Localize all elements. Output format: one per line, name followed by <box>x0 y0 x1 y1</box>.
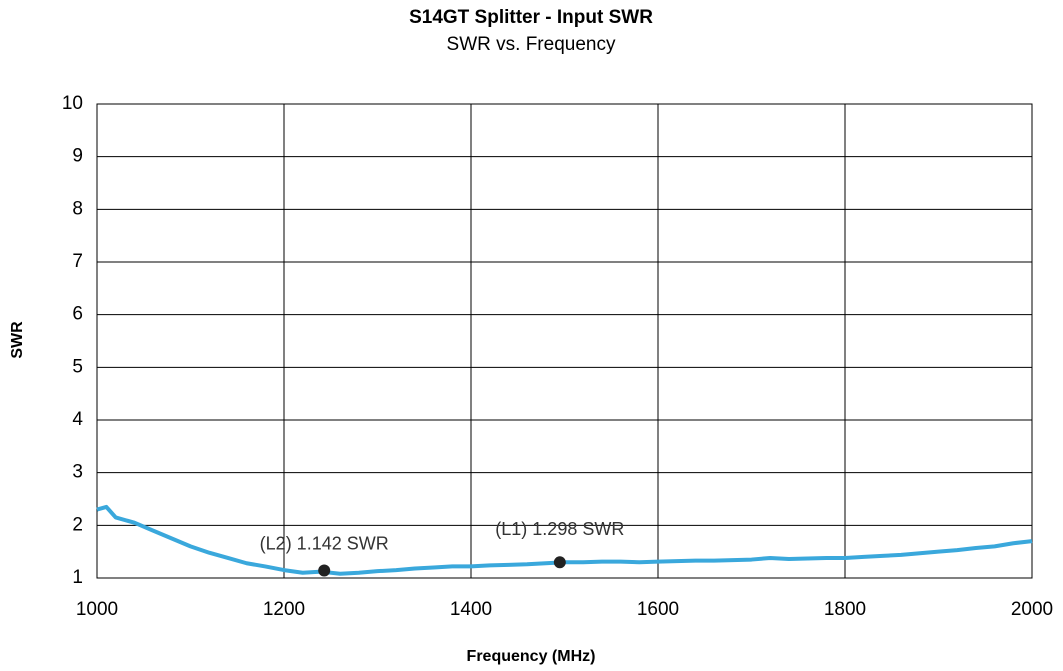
x-tick-label: 1800 <box>824 599 866 620</box>
marker-point <box>553 556 566 569</box>
y-tick-label: 4 <box>72 409 83 430</box>
y-tick-label: 6 <box>72 304 83 325</box>
y-tick-label: 2 <box>72 514 83 535</box>
chart-subtitle: SWR vs. Frequency <box>447 34 616 55</box>
x-tick-label: 1200 <box>263 599 305 620</box>
x-axis-label: Frequency (MHz) <box>467 648 596 665</box>
y-tick-label: 8 <box>72 198 83 219</box>
y-tick-label: 5 <box>72 356 83 377</box>
x-tick-label: 2000 <box>1011 599 1053 620</box>
marker-label: (L2) 1.142 SWR <box>260 533 389 553</box>
y-tick-label: 7 <box>72 251 83 272</box>
y-tick-label: 10 <box>62 93 83 114</box>
x-tick-label: 1400 <box>450 599 492 620</box>
chart-title: S14GT Splitter - Input SWR <box>409 7 653 28</box>
marker-label: (L1) 1.298 SWR <box>495 519 624 539</box>
y-tick-label: 3 <box>72 462 83 483</box>
y-tick-label: 1 <box>72 567 83 588</box>
y-tick-label: 9 <box>72 146 83 167</box>
x-tick-label: 1000 <box>76 599 118 620</box>
x-tick-label: 1600 <box>637 599 679 620</box>
y-axis-label: SWR <box>9 321 26 359</box>
marker-point <box>318 564 331 577</box>
plot-frame <box>96 103 1033 579</box>
